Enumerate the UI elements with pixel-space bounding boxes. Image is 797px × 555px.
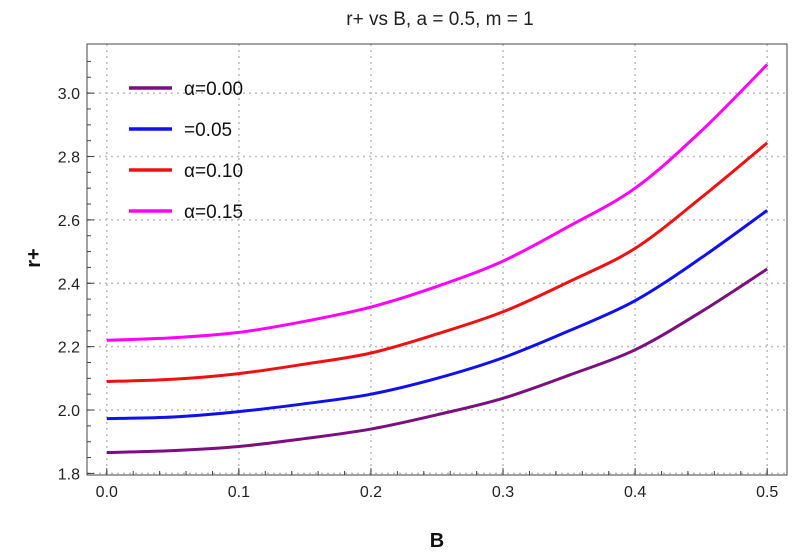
x-tick-label: 0.0 (96, 484, 118, 501)
y-tick-label: 2.4 (58, 276, 80, 293)
series-line (106, 63, 769, 342)
series-line (106, 141, 769, 384)
y-tick-label: 2.8 (58, 150, 80, 167)
legend-label: α=0.00 (184, 79, 243, 100)
x-tick-label: 0.4 (624, 484, 646, 501)
ticks: 0.0 0.1 0.2 0.3 0.4 0.5 1.8 2.0 2.2 2.4 2.6 2.8 3.0 (58, 60, 778, 501)
series-group (106, 63, 769, 454)
y-tick-label: 3.0 (58, 86, 80, 103)
legend-label: =0.05 (184, 120, 232, 141)
series-line (106, 267, 769, 454)
x-tick-label: 0.5 (756, 484, 778, 501)
grid (87, 44, 787, 475)
x-tick-label: 0.3 (492, 484, 514, 501)
y-tick-label: 2.2 (58, 340, 80, 357)
y-tick-label: 2.6 (58, 213, 80, 230)
series-line (106, 209, 769, 421)
legend-label: α=0.10 (184, 161, 243, 182)
legend-label: α=0.15 (184, 202, 243, 223)
plot-frame (86, 43, 788, 476)
legend: α=0.00 =0.05 α=0.10 α=0.15 (129, 79, 243, 223)
y-tick-label: 1.8 (58, 466, 80, 483)
x-tick-label: 0.1 (228, 484, 250, 501)
chart-title: r+ vs B, a = 0.5, m = 1 (346, 9, 533, 30)
x-tick-label: 0.2 (360, 484, 382, 501)
x-axis-label: B (430, 530, 444, 552)
y-tick-label: 2.0 (58, 403, 80, 420)
y-axis-label: r+ (23, 248, 45, 267)
